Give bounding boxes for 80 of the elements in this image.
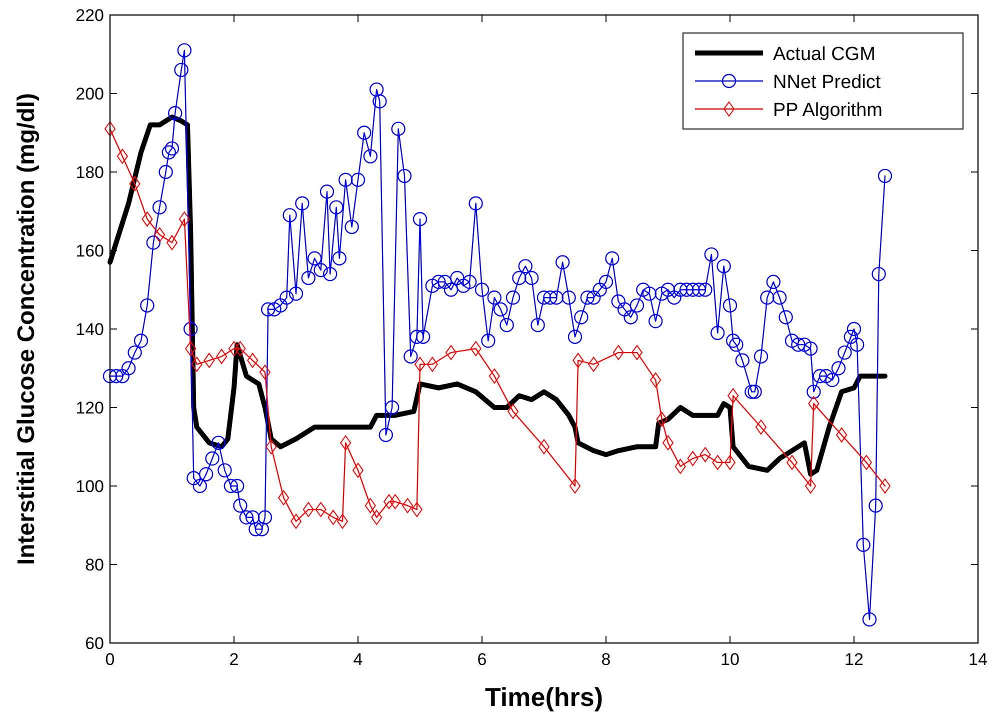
point [390, 494, 401, 510]
point [426, 356, 438, 372]
point [712, 454, 724, 470]
x-tick-label: 12 [844, 650, 864, 669]
point [662, 435, 674, 450]
point [364, 498, 376, 514]
point [470, 341, 482, 356]
x-tick-label: 6 [477, 650, 487, 669]
point [700, 447, 711, 462]
y-tick-label: 160 [76, 242, 104, 260]
point [315, 502, 326, 518]
point [756, 420, 766, 435]
point [337, 514, 348, 529]
point [411, 502, 422, 518]
point [204, 352, 215, 368]
point [142, 212, 153, 227]
legend-label: PP Algorithm [773, 100, 882, 121]
y-tick-label: 220 [76, 6, 104, 25]
point [260, 364, 270, 380]
point [290, 514, 302, 529]
point [808, 396, 820, 412]
point [588, 356, 600, 372]
point [384, 494, 394, 510]
point [228, 341, 240, 356]
y-tick-label: 100 [76, 477, 104, 496]
point [191, 356, 202, 372]
x-tick-label: 10 [720, 650, 740, 669]
point [612, 345, 624, 360]
y-tick-label: 120 [76, 398, 104, 418]
y-tick-label: 80 [85, 556, 104, 574]
point [570, 478, 580, 494]
point [805, 478, 816, 494]
point [371, 510, 382, 525]
point [278, 490, 290, 506]
point [650, 372, 662, 388]
y-tick-label: 140 [76, 320, 104, 339]
point [687, 451, 698, 466]
point [656, 412, 668, 427]
y-tick-label: 60 [85, 634, 104, 653]
point [786, 454, 798, 470]
point [352, 462, 364, 478]
x-tick-label: 8 [601, 650, 611, 669]
x-tick-label: 4 [353, 650, 363, 669]
point [185, 341, 196, 356]
point [508, 404, 518, 419]
point [247, 352, 258, 368]
y-axis-title: Interstitial Glucose Concentration (mg/dl) [13, 92, 40, 566]
y-tick-label: 180 [76, 163, 104, 182]
x-tick-label: 14 [968, 650, 988, 669]
point [266, 439, 277, 454]
point [216, 348, 228, 364]
point [178, 212, 190, 227]
point [860, 454, 872, 470]
point [446, 345, 456, 360]
point [632, 345, 642, 360]
point [414, 356, 426, 372]
x-axis-title: Time(hrs) [485, 682, 603, 712]
point [129, 176, 140, 192]
point [328, 510, 339, 525]
point [116, 148, 128, 164]
point [402, 498, 414, 514]
point [880, 478, 890, 494]
y-tick-label: 200 [76, 84, 104, 104]
legend-label: NNet Predict [773, 72, 882, 93]
legend-label: Actual CGM [773, 44, 876, 65]
point [488, 368, 500, 384]
point [166, 235, 178, 250]
point [104, 121, 116, 136]
point [674, 458, 686, 474]
point [724, 454, 736, 470]
point [234, 341, 246, 356]
x-tick-label: 2 [229, 650, 239, 669]
point [538, 439, 550, 454]
point [728, 388, 739, 404]
point [154, 227, 166, 242]
point [572, 352, 584, 368]
point [836, 427, 848, 442]
point [302, 502, 314, 518]
point [340, 435, 352, 450]
x-tick-label: 0 [105, 650, 115, 669]
